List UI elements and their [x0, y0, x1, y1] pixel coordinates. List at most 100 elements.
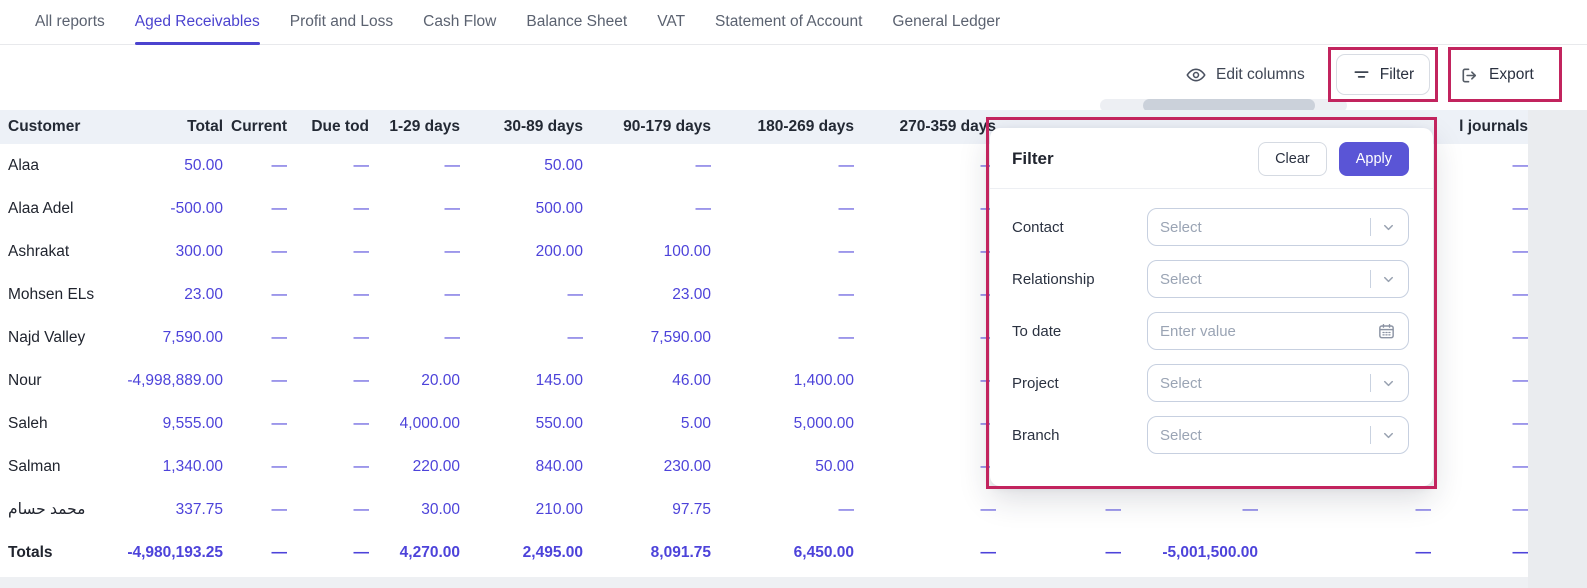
- calendar-icon: [1377, 322, 1396, 341]
- page-right-gutter: [1528, 110, 1587, 588]
- amount-cell[interactable]: 210.00: [535, 500, 583, 518]
- amount-cell: —: [271, 371, 288, 389]
- select-divider: [1370, 426, 1371, 444]
- tab-aged-receivables[interactable]: Aged Receivables: [134, 0, 260, 45]
- amount-cell[interactable]: -5,001,500.00: [1162, 543, 1258, 561]
- clear-button[interactable]: Clear: [1258, 142, 1327, 176]
- amount-cell: —: [353, 328, 370, 346]
- tab-statement-of-account[interactable]: Statement of Account: [715, 13, 863, 30]
- amount-cell[interactable]: 23.00: [672, 285, 711, 303]
- filter-panel-divider: [990, 188, 1433, 189]
- tab-all-reports[interactable]: All reports: [35, 13, 105, 30]
- to-date-date-input[interactable]: Enter value: [1147, 312, 1409, 350]
- amount-cell[interactable]: 5.00: [680, 414, 711, 432]
- amount-cell[interactable]: 50.00: [544, 156, 583, 174]
- chevron-down-icon: [1381, 376, 1396, 391]
- amount-cell[interactable]: 50.00: [184, 156, 223, 174]
- tab-general-ledger[interactable]: General Ledger: [892, 13, 1001, 30]
- amount-cell[interactable]: 145.00: [535, 371, 583, 389]
- amount-cell[interactable]: 8,091.75: [650, 543, 711, 561]
- relationship-select[interactable]: Select: [1147, 260, 1409, 298]
- amount-cell: —: [1512, 285, 1529, 303]
- amount-cell[interactable]: 200.00: [535, 242, 583, 260]
- amount-cell[interactable]: 97.75: [672, 500, 711, 518]
- placeholder-text: Select: [1160, 218, 1202, 236]
- amount-cell: —: [1242, 500, 1259, 518]
- table-row: Nour -4,998,889.00 — — 20.00 145.00 46.00 1,400…: [0, 359, 1528, 402]
- filter-field-label: Branch: [1012, 426, 1060, 444]
- amount-cell[interactable]: 50.00: [815, 457, 854, 475]
- amount-cell: —: [980, 414, 997, 432]
- customer-name-cell: Ashrakat: [8, 242, 70, 260]
- apply-button[interactable]: Apply: [1338, 142, 1409, 176]
- amount-cell: —: [1512, 543, 1529, 561]
- tab-cash-flow[interactable]: Cash Flow: [423, 13, 497, 30]
- amount-cell[interactable]: 7,590.00: [162, 328, 223, 346]
- filter-field-label: Contact: [1012, 218, 1064, 236]
- amount-cell[interactable]: 1,340.00: [162, 457, 223, 475]
- amount-cell[interactable]: 4,270.00: [399, 543, 460, 561]
- amount-cell[interactable]: 6,450.00: [793, 543, 854, 561]
- amount-cell: —: [838, 242, 855, 260]
- amount-cell[interactable]: 220.00: [412, 457, 460, 475]
- amount-cell: —: [1415, 500, 1432, 518]
- select-divider: [1370, 270, 1371, 288]
- report-tabs: All reports Aged Receivables Profit and Lo…: [0, 0, 1587, 45]
- horizontal-scrollbar-track[interactable]: [1100, 99, 1347, 112]
- amount-cell[interactable]: 20.00: [421, 371, 460, 389]
- amount-cell[interactable]: -4,980,193.25: [127, 543, 223, 561]
- amount-cell[interactable]: 5,000.00: [793, 414, 854, 432]
- filter-field-label: Relationship: [1012, 270, 1095, 288]
- amount-cell[interactable]: 4,000.00: [399, 414, 460, 432]
- amount-cell: —: [567, 285, 584, 303]
- amount-cell: —: [444, 199, 461, 217]
- amount-cell[interactable]: 100.00: [663, 242, 711, 260]
- customer-name-cell: Nour: [8, 371, 42, 389]
- amount-cell[interactable]: 46.00: [672, 371, 711, 389]
- amount-cell[interactable]: 7,590.00: [650, 328, 711, 346]
- placeholder-text: Select: [1160, 270, 1202, 288]
- amount-cell[interactable]: -500.00: [170, 199, 223, 217]
- project-select[interactable]: Select: [1147, 364, 1409, 402]
- amount-cell[interactable]: 30.00: [421, 500, 460, 518]
- customer-name-cell: Alaa: [8, 156, 40, 174]
- amount-cell[interactable]: 1,400.00: [793, 371, 854, 389]
- amount-cell: —: [1512, 242, 1529, 260]
- chevron-down-icon: [1381, 272, 1396, 287]
- table-row: Alaa Adel -500.00 — — — 500.00 — — — —: [0, 187, 1528, 230]
- amount-cell[interactable]: 550.00: [535, 414, 583, 432]
- tab-balance-sheet[interactable]: Balance Sheet: [526, 13, 628, 30]
- filter-panel: Filter Clear Apply Contact Select Relation…: [990, 128, 1433, 486]
- page-bottom-gutter: [0, 577, 1528, 588]
- amount-cell[interactable]: 9,555.00: [162, 414, 223, 432]
- amount-cell: —: [271, 156, 288, 174]
- column-header-current: Current: [231, 118, 287, 135]
- amount-cell: —: [838, 500, 855, 518]
- column-header-270-359-days: 270-359 days: [899, 118, 996, 135]
- amount-cell: —: [1512, 371, 1529, 389]
- amount-cell: —: [980, 500, 997, 518]
- amount-cell[interactable]: 23.00: [184, 285, 223, 303]
- filter-panel-body: Contact Select Relationship Select To date En…: [990, 189, 1433, 461]
- amount-cell[interactable]: 300.00: [175, 242, 223, 260]
- amount-cell[interactable]: 840.00: [535, 457, 583, 475]
- branch-select[interactable]: Select: [1147, 416, 1409, 454]
- amount-cell: —: [1512, 328, 1529, 346]
- filter-lines-icon: [1352, 65, 1371, 84]
- amount-cell[interactable]: 230.00: [663, 457, 711, 475]
- customer-name-cell: Alaa Adel: [8, 199, 74, 217]
- horizontal-scrollbar-thumb[interactable]: [1143, 99, 1315, 112]
- contact-select[interactable]: Select: [1147, 208, 1409, 246]
- export-button[interactable]: Export: [1459, 57, 1534, 93]
- tab-vat[interactable]: VAT: [657, 13, 686, 30]
- amount-cell: —: [980, 199, 997, 217]
- filter-field-relationship: Relationship Select: [1012, 253, 1409, 305]
- amount-cell: —: [271, 199, 288, 217]
- amount-cell[interactable]: 2,495.00: [522, 543, 583, 561]
- filter-button[interactable]: Filter: [1336, 54, 1430, 95]
- tab-profit-and-loss[interactable]: Profit and Loss: [289, 13, 394, 30]
- edit-columns-button[interactable]: Edit columns: [1185, 57, 1305, 93]
- amount-cell[interactable]: 500.00: [535, 199, 583, 217]
- amount-cell[interactable]: 337.75: [175, 500, 223, 518]
- amount-cell[interactable]: -4,998,889.00: [127, 371, 223, 389]
